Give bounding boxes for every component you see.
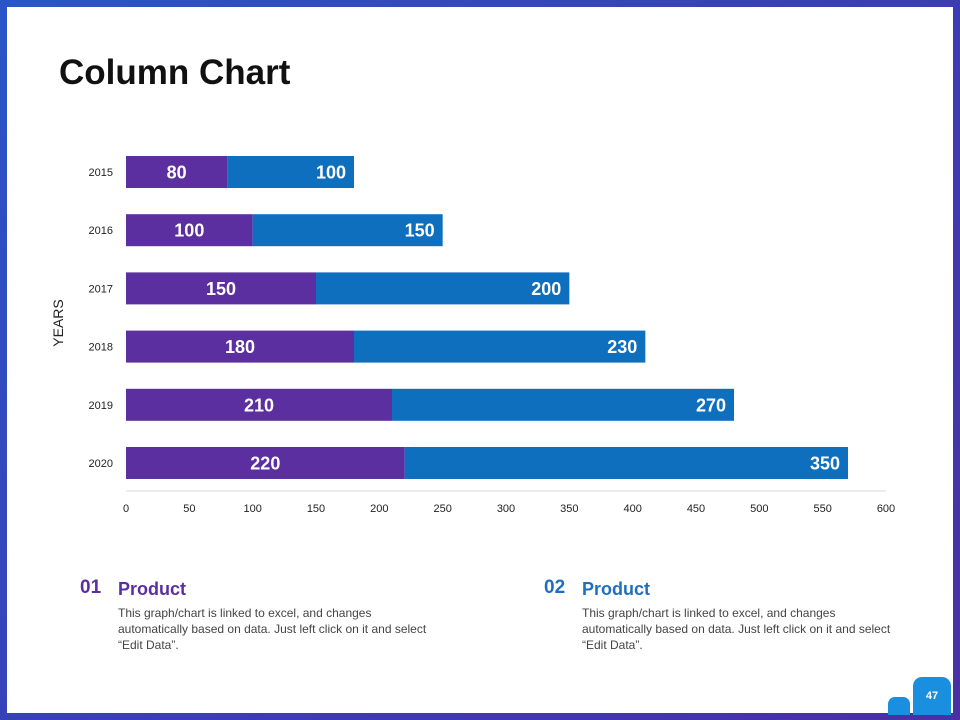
y-tick-label: 2020 [89,458,113,470]
legend-description: This graph/chart is linked to excel, and… [582,606,891,652]
stacked-bar-chart: 80 100 2015 100 150 2016 150 200 2017 180 230 2018 2… [50,156,895,515]
bar-series-2 [392,388,734,421]
bar-series-2 [252,214,443,247]
corner-tab-decoration [888,697,910,715]
x-tick-label: 50 [183,503,195,515]
bar-series-1 [126,272,316,305]
y-tick-label: 2019 [89,400,113,412]
page-title: Column Chart [59,53,291,92]
bar-series-2 [404,447,848,479]
y-tick-label: 2016 [89,225,113,237]
slide: Column Chart 80 100 2015 100 150 2016 150 200 20… [7,7,953,713]
y-tick-label: 2017 [89,283,113,295]
x-tick-label: 0 [123,503,129,515]
bar-series-2 [354,330,646,363]
x-tick-label: 300 [497,503,515,515]
y-tick-label: 2018 [89,342,113,354]
legend-heading: Product [582,579,651,599]
x-tick-label: 350 [560,503,578,515]
bar-series-1 [126,330,354,363]
bar-value-label: 80 [167,163,187,183]
bar-value-label: 180 [225,337,255,357]
legend-number: 01 [80,577,102,598]
x-tick-label: 150 [307,503,325,515]
bar-series-1 [126,156,228,188]
bar-series-2 [316,272,570,305]
y-tick-label: 2015 [89,167,113,179]
y-axis-title: YEARS [50,299,66,346]
page-number-badge: 47 [913,677,951,715]
bar-series-1 [126,388,392,421]
bar-value-label: 220 [250,454,280,474]
x-tick-label: 100 [243,503,261,515]
x-tick-label: 450 [687,503,705,515]
legend-heading: Product [118,579,187,599]
legend-number: 02 [544,577,566,598]
bar-value-label: 350 [810,454,840,474]
x-tick-label: 400 [623,503,641,515]
bar-value-label: 270 [696,395,726,415]
bar-value-label: 100 [174,221,204,241]
bar-value-label: 210 [244,395,274,415]
bar-value-label: 150 [405,221,435,241]
bar-series-2 [227,156,354,188]
x-tick-label: 500 [750,503,768,515]
bar-value-label: 100 [316,163,346,183]
x-tick-label: 200 [370,503,388,515]
x-tick-label: 250 [433,503,451,515]
x-tick-label: 550 [813,503,831,515]
bar-value-label: 150 [206,279,236,299]
bar-series-1 [126,447,405,479]
x-tick-label: 600 [877,503,895,515]
bar-value-label: 200 [531,279,561,299]
legend-description: This graph/chart is linked to excel, and… [118,606,427,652]
bar-series-1 [126,214,253,247]
bar-value-label: 230 [607,337,637,357]
